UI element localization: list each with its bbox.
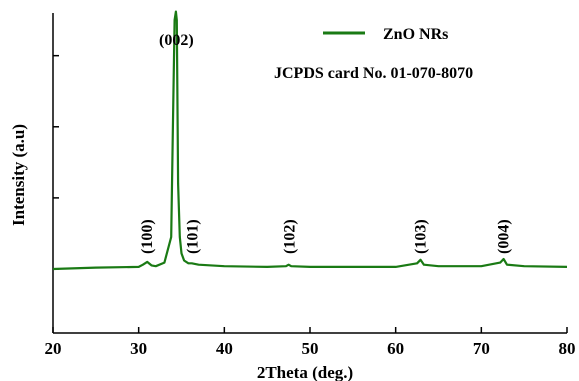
x-axis-title: 2Theta (deg.) bbox=[257, 363, 353, 381]
peak-label: (004) bbox=[496, 219, 513, 254]
annotation-jcpds: JCPDS card No. 01-070-8070 bbox=[274, 65, 473, 82]
peak-label: (100) bbox=[139, 219, 156, 254]
y-axis-title: Intensity (a.u) bbox=[9, 124, 28, 226]
peak-label: (103) bbox=[413, 219, 430, 254]
peak-label: (102) bbox=[281, 219, 298, 254]
x-tick-label: 20 bbox=[45, 339, 62, 358]
x-tick-label: 50 bbox=[302, 339, 319, 358]
series-line-zno-nrs bbox=[52, 10, 568, 271]
ticks: 20 30 40 50 60 70 80 bbox=[45, 54, 576, 358]
x-tick-label: 40 bbox=[216, 339, 233, 358]
peak-label: (002) bbox=[159, 32, 194, 49]
x-tick-label: 80 bbox=[559, 339, 576, 358]
x-tick-label: 30 bbox=[130, 339, 147, 358]
peak-label: (101) bbox=[185, 219, 202, 254]
x-tick-label: 60 bbox=[387, 339, 404, 358]
legend-entry: ZnO NRs bbox=[383, 26, 448, 43]
legend: ZnO NRs bbox=[323, 26, 448, 43]
series-group bbox=[52, 10, 568, 271]
peak-labels: (100) (002) (101) (102) (103) (004) bbox=[139, 32, 512, 254]
x-tick-label: 70 bbox=[473, 339, 490, 358]
axes bbox=[52, 13, 567, 334]
